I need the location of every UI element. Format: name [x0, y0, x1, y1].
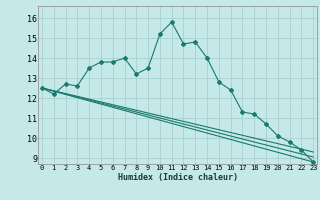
- X-axis label: Humidex (Indice chaleur): Humidex (Indice chaleur): [118, 173, 238, 182]
